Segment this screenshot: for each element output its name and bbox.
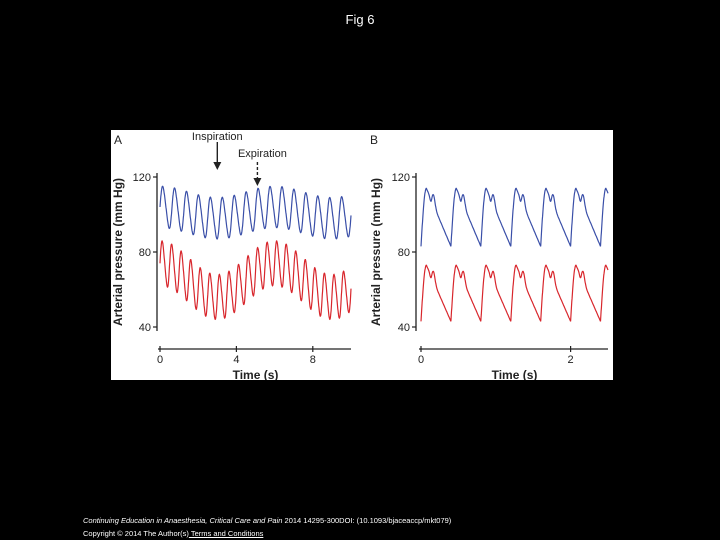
panel-label-B: B [370,133,378,147]
x-tick-label: 4 [233,354,239,366]
copyright-text: Copyright © 2014 The Author(s) [83,529,189,538]
x-tick-label: 8 [310,354,316,366]
expiration-arrow-head [253,178,262,186]
x-tick-label: 0 [418,354,424,366]
y-tick-label: 120 [392,172,410,184]
y-tick-label: 40 [139,322,151,334]
y-axis-label: Arterial pressure (mm Hg) [369,178,383,326]
trace-series-1 [159,185,352,240]
y-axis-label: Arterial pressure (mm Hg) [111,178,125,326]
trace-series-1 [420,187,609,247]
annotation-label: Expiration [238,148,287,160]
y-tick-label: 80 [398,247,410,259]
y-tick-label: 120 [133,172,151,184]
citation-line: Continuing Education in Anaesthesia, Cri… [83,514,703,527]
x-axis-label: Time (s) [233,368,279,380]
x-tick-label: 0 [157,354,163,366]
y-tick-label: 40 [398,322,410,334]
x-axis-label: Time (s) [492,368,538,380]
figure-panel: A 40 80 120 0 4 8 Time (s) Arterial pressure (mm… [111,130,613,380]
annotation-label: Inspiration [192,131,243,143]
journal-name: Continuing Education in Anaesthesia, Cri… [83,516,283,525]
slide-title: Fig 6 [345,12,375,27]
panel-label-A: A [114,133,122,147]
trace-series-2 [159,240,352,321]
terms-link[interactable]: Terms and Conditions [188,529,264,538]
figure-svg: A 40 80 120 0 4 8 Time (s) Arterial pressure (mm… [111,131,609,380]
footer: Continuing Education in Anaesthesia, Cri… [83,514,703,540]
citation-text: 2014 14295-300DOI: (10.1093/bjaceaccp/mk… [282,516,452,525]
copyright-line: Copyright © 2014 The Author(s) Terms and… [83,527,703,540]
y-tick-label: 80 [139,247,151,259]
x-tick-label: 2 [568,354,574,366]
inspiration-arrow-head [213,162,222,170]
trace-series-2 [420,264,609,322]
